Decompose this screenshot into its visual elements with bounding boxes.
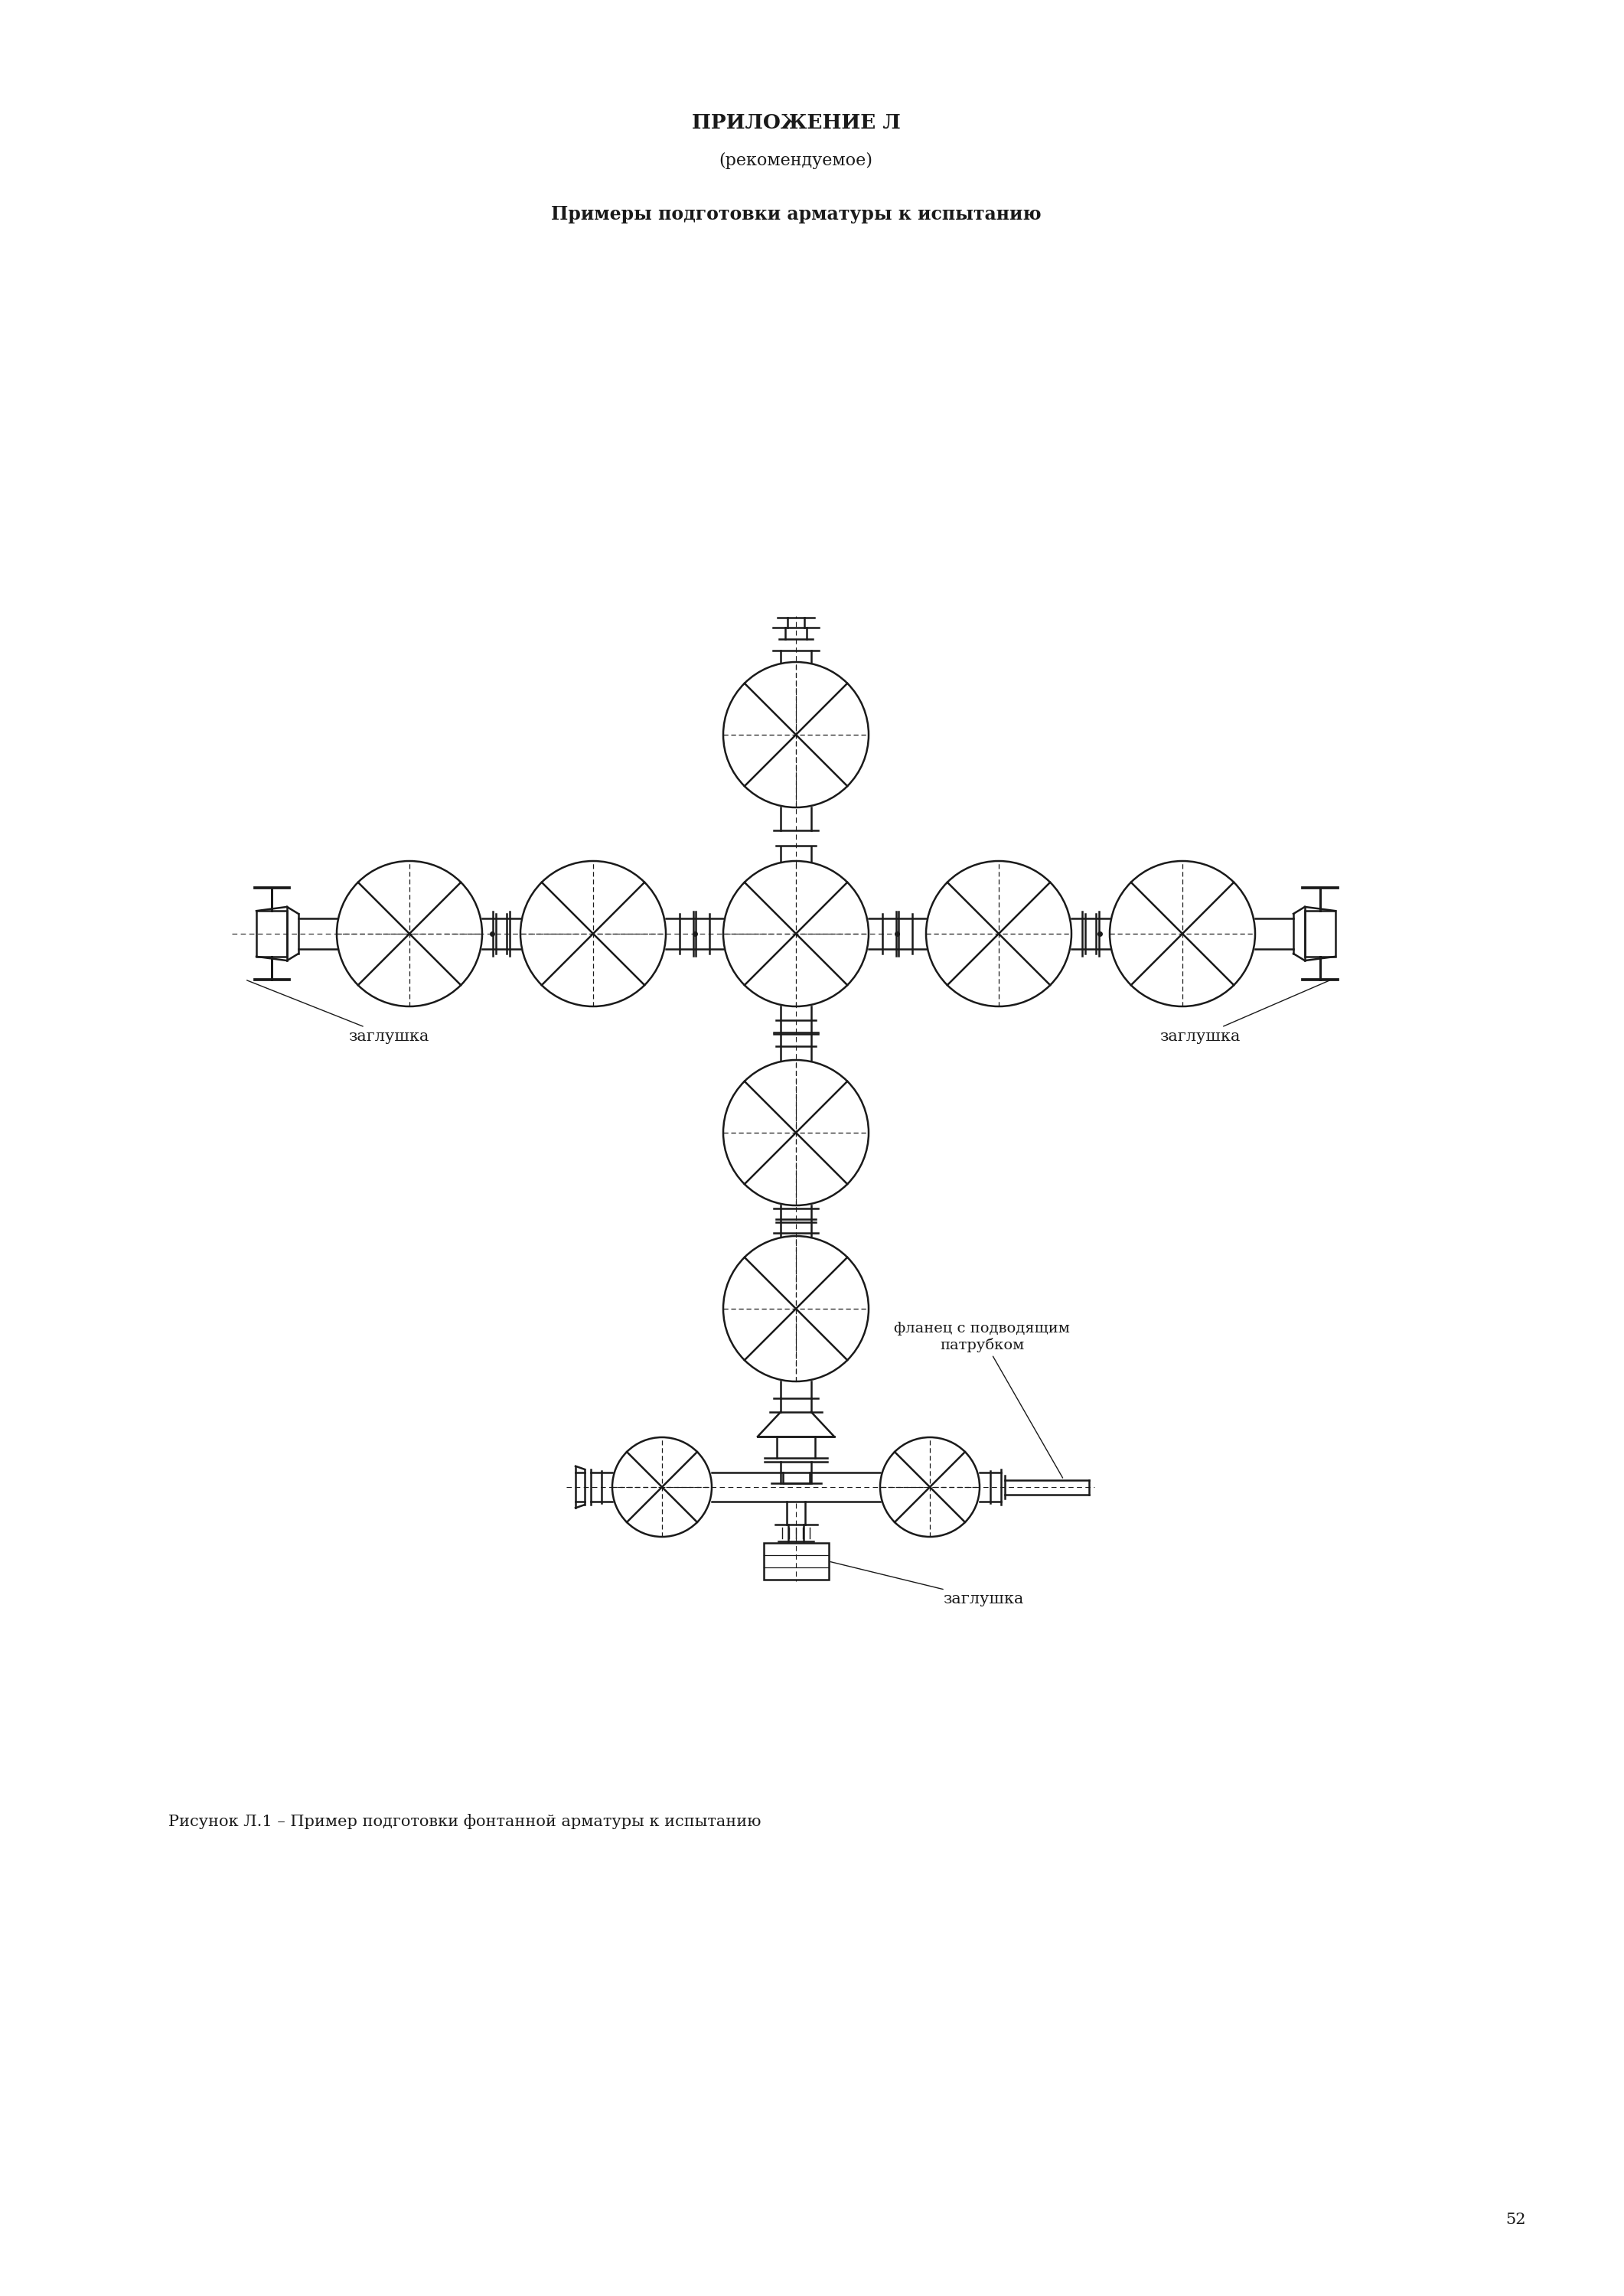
Bar	[1304, 912, 1335, 957]
Text: Примеры подготовки арматуры к испытанию: Примеры подготовки арматуры к испытанию	[551, 204, 1041, 223]
Bar	[257, 912, 287, 957]
Text: 52: 52	[1505, 2213, 1525, 2227]
Text: Рисунок Л.1 – Пример подготовки фонтанной арматуры к испытанию: Рисунок Л.1 – Пример подготовки фонтанно…	[169, 1814, 762, 1830]
Text: заглушка: заглушка	[247, 980, 429, 1045]
Text: фланец с подводящим
патрубком: фланец с подводящим патрубком	[893, 1322, 1070, 1479]
Text: ПРИЛОЖЕНИЕ Л: ПРИЛОЖЕНИЕ Л	[692, 113, 900, 131]
Text: (рекомендуемое): (рекомендуемое)	[719, 152, 872, 170]
Text: заглушка: заглушка	[1160, 980, 1330, 1045]
Bar	[763, 1543, 828, 1580]
Text: заглушка: заглушка	[830, 1561, 1023, 1607]
